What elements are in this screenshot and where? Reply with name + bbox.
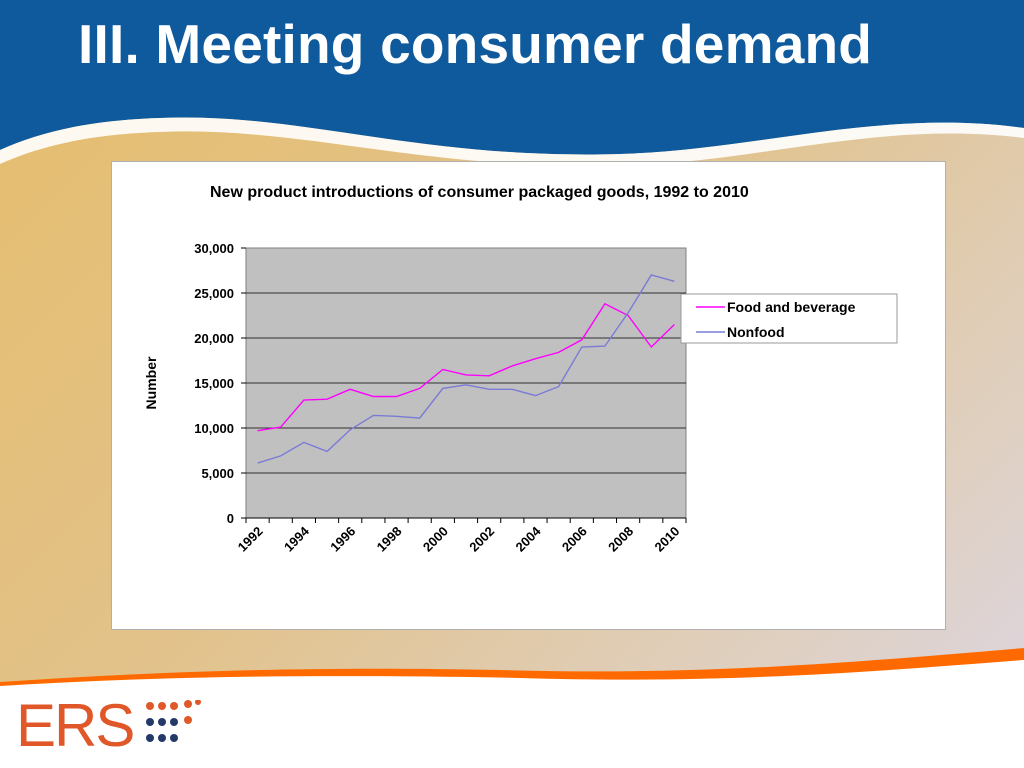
x-tick-label: 1994	[281, 523, 313, 555]
x-tick-label: 2006	[559, 524, 590, 555]
y-tick-label: 30,000	[194, 241, 234, 256]
slide-title: III. Meeting consumer demand	[78, 13, 873, 75]
chart-panel: New product introductions of consumer pa…	[111, 161, 946, 630]
y-tick-label: 0	[227, 511, 234, 526]
x-tick-label: 1996	[327, 524, 358, 555]
ers-logo-dots-icon	[146, 700, 201, 742]
ers-logo-text: ERS	[16, 692, 135, 759]
ers-logo: ERS	[16, 694, 206, 758]
x-tick-label: 2002	[466, 524, 497, 555]
y-tick-label: 10,000	[194, 421, 234, 436]
footer-white	[0, 660, 1024, 768]
header-swoosh	[0, 117, 1024, 167]
series-line-food-and-beverage	[257, 302, 675, 432]
y-axis-label: Number	[143, 356, 159, 409]
legend-label: Nonfood	[727, 324, 785, 340]
y-tick-label: 25,000	[194, 286, 234, 301]
series-line-nonfood	[257, 274, 675, 464]
y-tick-label: 5,000	[201, 466, 234, 481]
y-tick-label: 20,000	[194, 331, 234, 346]
x-tick-label: 2008	[605, 524, 636, 555]
legend-box	[680, 293, 898, 344]
x-tick-label: 1992	[235, 524, 266, 555]
header-band	[0, 0, 1024, 155]
line-chart: 0 5,000 10,000 15,000 20,000 25,000 30,000 1992…	[143, 241, 898, 555]
legend-label: Food and beverage	[727, 299, 856, 315]
x-tick-label: 1998	[374, 524, 405, 555]
x-tick-label: 2000	[420, 524, 451, 555]
x-tick-label: 2010	[651, 524, 682, 555]
x-tick-label: 2004	[513, 523, 545, 555]
y-tick-label: 15,000	[194, 376, 234, 391]
chart-title: New product introductions of consumer pa…	[210, 184, 749, 201]
